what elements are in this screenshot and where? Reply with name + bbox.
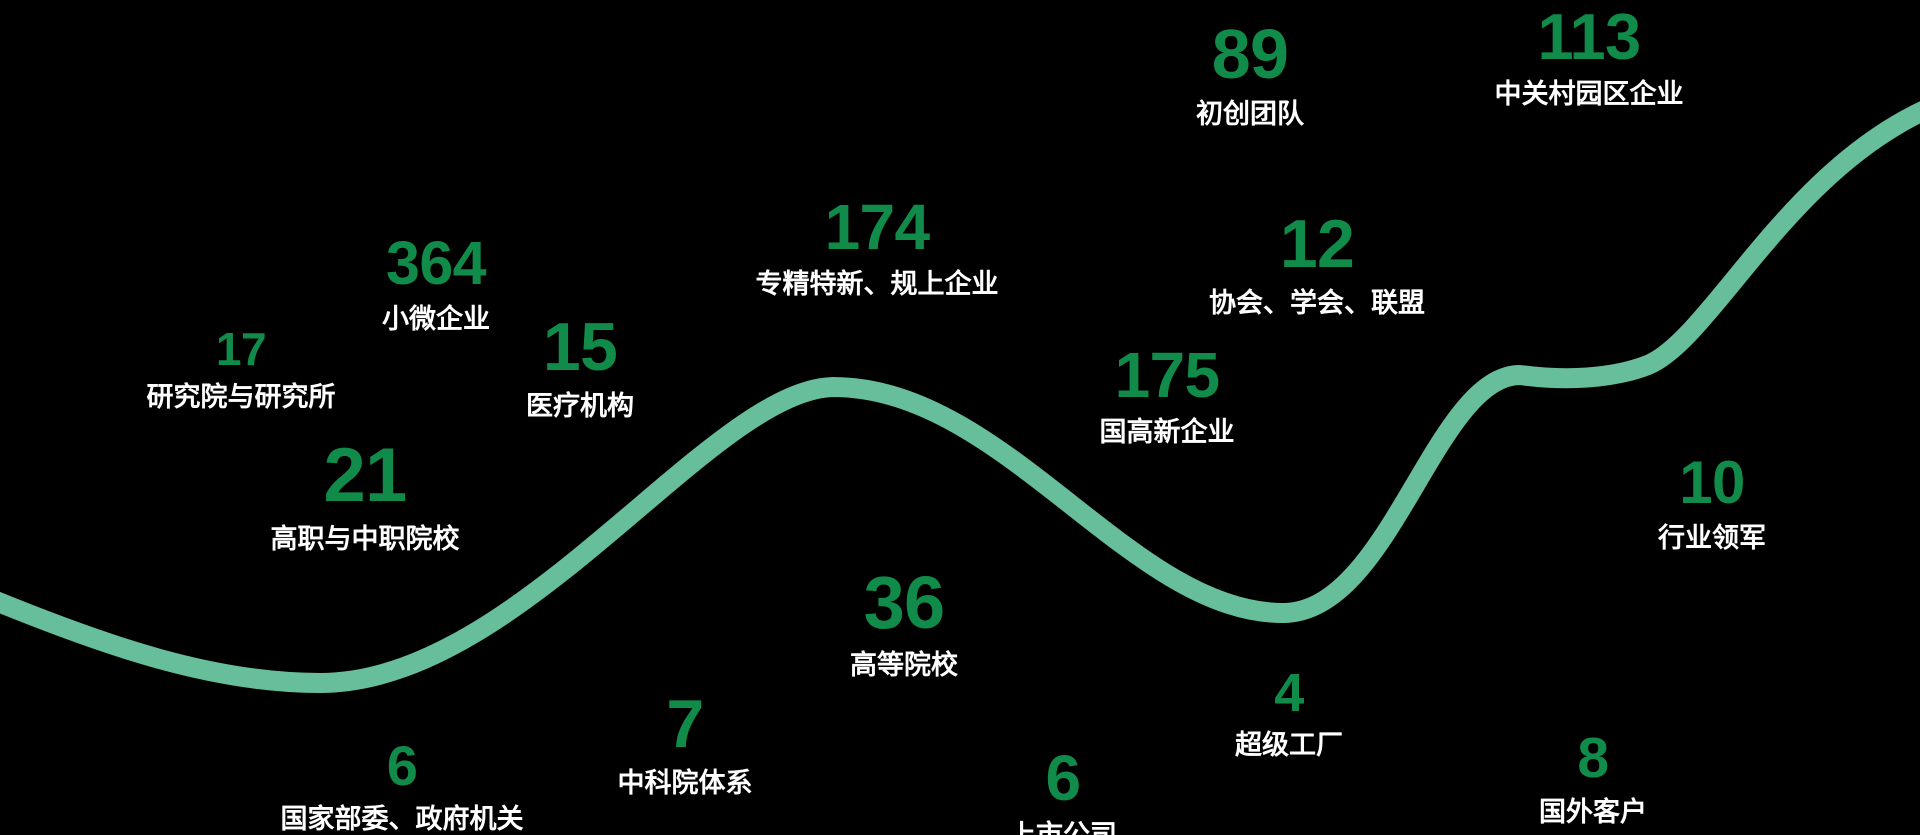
stat-value: 113 — [1537, 0, 1642, 73]
stat-label: 上市公司 — [1009, 820, 1117, 835]
stat-value: 174 — [824, 191, 931, 263]
stat-label: 国家部委、政府机关 — [280, 804, 524, 834]
stat-item: 4 超级工厂 — [1235, 666, 1343, 761]
stat-item: 15 医疗机构 — [526, 313, 634, 422]
stat-value: 364 — [386, 229, 487, 297]
stat-value: 10 — [1679, 449, 1745, 516]
stat-label: 中关村园区企业 — [1494, 79, 1684, 109]
stat-item: 36 高等院校 — [850, 566, 958, 681]
stat-value: 21 — [323, 433, 407, 518]
stat-item: 364 小微企业 — [382, 233, 490, 335]
stat-label: 专精特新、规上企业 — [755, 269, 999, 299]
stat-label: 超级工厂 — [1235, 730, 1343, 760]
stat-value: 36 — [863, 561, 946, 644]
stat-item: 6 上市公司 — [1009, 746, 1117, 835]
stat-label: 医疗机构 — [526, 391, 634, 421]
stat-label: 中科院体系 — [617, 768, 753, 798]
stat-item: 17 研究院与研究所 — [147, 326, 336, 413]
stat-value: 4 — [1274, 663, 1304, 723]
stat-value: 175 — [1114, 339, 1221, 411]
stat-value: 6 — [1045, 742, 1082, 814]
stat-item: 8 国外客户 — [1539, 730, 1647, 828]
stat-label: 行业领军 — [1658, 523, 1766, 553]
stat-item: 89 初创团队 — [1196, 19, 1304, 130]
stat-value: 8 — [1577, 726, 1609, 790]
stat-value: 89 — [1211, 15, 1289, 93]
stat-item: 175 国高新企业 — [1100, 343, 1235, 448]
stat-label: 小微企业 — [382, 304, 490, 334]
stat-label: 研究院与研究所 — [146, 382, 336, 412]
stat-value: 7 — [666, 686, 704, 762]
stat-label: 国高新企业 — [1099, 417, 1235, 447]
stat-item: 12 协会、学会、联盟 — [1209, 210, 1425, 319]
stat-item: 10 行业领军 — [1658, 453, 1766, 554]
stat-label: 高等院校 — [850, 650, 958, 680]
stat-item: 174 专精特新、规上企业 — [756, 195, 999, 300]
stat-item: 21 高职与中职院校 — [271, 438, 460, 555]
stat-label: 协会、学会、联盟 — [1209, 288, 1425, 318]
stat-value: 6 — [386, 734, 418, 797]
stat-item: 7 中科院体系 — [618, 690, 753, 799]
stat-value: 17 — [215, 323, 267, 375]
stat-value: 15 — [542, 309, 618, 385]
stat-label: 国外客户 — [1539, 797, 1647, 827]
stat-label: 高职与中职院校 — [270, 524, 460, 554]
stat-item: 113 中关村园区企业 — [1495, 4, 1684, 110]
stat-item: 6 国家部委、政府机关 — [281, 738, 524, 835]
stat-value: 12 — [1279, 206, 1355, 282]
stat-label: 初创团队 — [1196, 99, 1304, 129]
trend-curve-path — [0, 101, 1920, 693]
